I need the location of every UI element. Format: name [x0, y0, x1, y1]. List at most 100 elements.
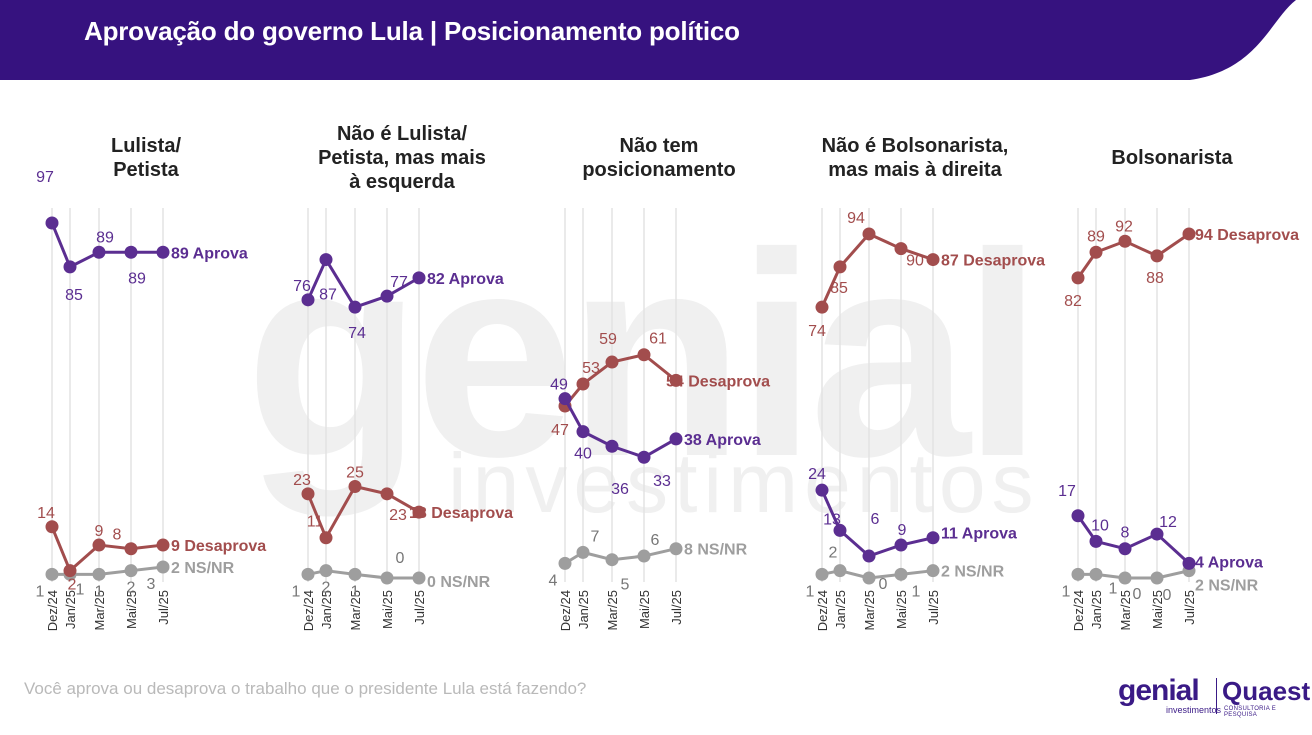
- data-point: [156, 538, 170, 552]
- data-label: 88: [1146, 270, 1164, 287]
- data-label: 89: [128, 270, 146, 287]
- data-label: 1: [912, 583, 921, 600]
- data-label: 25: [346, 465, 364, 482]
- data-point: [862, 571, 876, 585]
- data-label: 23: [389, 507, 407, 524]
- data-point: [1182, 227, 1196, 241]
- data-point: [576, 425, 590, 439]
- data-label: 8: [1121, 525, 1130, 542]
- series-end-label: 82 Aprova: [427, 271, 504, 288]
- x-tick-label: Dez/24: [301, 590, 316, 631]
- data-point: [833, 523, 847, 537]
- series-end-label: 2 NS/NR: [1195, 578, 1259, 595]
- panel-title-line: Não tem: [619, 135, 699, 157]
- data-point: [669, 542, 683, 556]
- data-point: [301, 567, 315, 581]
- data-label: 40: [574, 446, 592, 463]
- x-tick-label: Jul/25: [926, 590, 941, 625]
- data-point: [637, 348, 651, 362]
- data-label: 1: [292, 583, 301, 600]
- data-label: 24: [808, 466, 826, 483]
- logos: genial investimentos Quaest CONSULTORIA …: [1110, 672, 1310, 720]
- data-label: 9: [898, 522, 907, 539]
- data-label: 59: [599, 331, 617, 348]
- data-label: 10: [1091, 517, 1109, 534]
- series-end-label: 2 NS/NR: [941, 564, 1005, 581]
- data-point: [815, 567, 829, 581]
- data-point: [1071, 567, 1085, 581]
- data-point: [319, 253, 333, 267]
- page-title: Aprovação do governo Lula | Posicionamen…: [84, 16, 740, 46]
- series-end-label: 9 Desaprova: [171, 538, 266, 555]
- data-label: 1: [95, 583, 104, 600]
- x-tick-label: Jan/25: [63, 590, 78, 629]
- data-point: [1150, 527, 1164, 541]
- data-point: [45, 216, 59, 230]
- data-point: [124, 542, 138, 556]
- data-label: 1: [806, 583, 815, 600]
- data-label: 47: [551, 422, 569, 439]
- data-point: [301, 293, 315, 307]
- data-label: 11: [307, 514, 324, 531]
- data-point: [1150, 571, 1164, 585]
- data-point: [380, 289, 394, 303]
- data-label: 49: [550, 377, 568, 394]
- data-label: 14: [37, 505, 55, 522]
- x-tick-label: Mai/25: [124, 590, 139, 629]
- data-label: 92: [1115, 218, 1133, 235]
- data-point: [894, 538, 908, 552]
- data-label: 94: [847, 210, 865, 227]
- data-label: 77: [390, 274, 408, 291]
- data-label: 1: [1109, 580, 1118, 597]
- data-point: [576, 377, 590, 391]
- survey-question: Você aprova ou desaprova o trabalho que …: [24, 679, 587, 698]
- genial-logo-sub: investimentos: [1166, 705, 1222, 715]
- logo-divider: [1216, 678, 1217, 714]
- panel-title-5: Bolsonarista: [1052, 146, 1292, 170]
- data-point: [348, 480, 362, 493]
- series-end-label: 89 Aprova: [171, 245, 248, 262]
- x-tick-label: Mar/25: [1118, 590, 1133, 630]
- series-end-label: 54 Desaprova: [666, 373, 770, 390]
- x-tick-label: Dez/24: [1071, 590, 1086, 631]
- header-banner: Aprovação do governo Lula | Posicionamen…: [0, 0, 1312, 82]
- data-point: [92, 538, 106, 552]
- data-label: 53: [582, 360, 600, 377]
- data-point: [926, 531, 940, 545]
- data-label: 36: [611, 481, 629, 498]
- x-tick-label: Jul/25: [669, 590, 684, 625]
- x-tick-label: Jul/25: [412, 590, 427, 625]
- data-point: [833, 260, 847, 274]
- data-point: [319, 564, 333, 578]
- panel-title-4: Não é Bolsonarista, mas mais à direita: [795, 134, 1035, 182]
- data-label: 90: [906, 253, 924, 270]
- panel-title-line: Petista, mas mais: [318, 147, 486, 169]
- data-label: 82: [1064, 293, 1082, 310]
- data-point: [412, 505, 426, 519]
- data-point: [348, 300, 362, 314]
- data-point: [301, 487, 315, 501]
- data-point: [156, 245, 170, 259]
- data-label: 33: [653, 473, 671, 490]
- data-point: [92, 567, 106, 581]
- panel-title-line: mas mais à direita: [828, 159, 1002, 181]
- x-tick-label: Jul/25: [156, 590, 171, 625]
- data-point: [1089, 534, 1103, 548]
- x-tick-label: Mai/25: [380, 590, 395, 629]
- data-point: [124, 564, 138, 578]
- x-tick-label: Mai/25: [637, 590, 652, 629]
- series-end-label: 0 NS/NR: [427, 574, 491, 591]
- data-label: 4: [549, 572, 558, 589]
- series-end-label: 2 NS/NR: [171, 560, 235, 577]
- data-label: 2: [68, 577, 77, 594]
- series-end-label: 18 Desaprova: [409, 505, 513, 522]
- series-end-label: 11 Aprova: [941, 526, 1017, 543]
- data-label: 1: [351, 583, 360, 600]
- data-label: 0: [1163, 587, 1172, 604]
- x-tick-label: Dez/24: [45, 590, 60, 631]
- data-label: 23: [293, 472, 311, 489]
- data-point: [862, 549, 876, 563]
- series-end-label: 8 NS/NR: [684, 542, 748, 559]
- x-tick-label: Mar/25: [92, 590, 107, 630]
